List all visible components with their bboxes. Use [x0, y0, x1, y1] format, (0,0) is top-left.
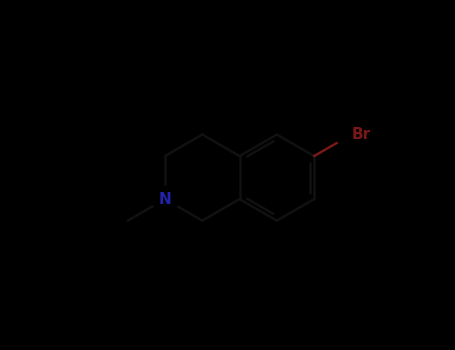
Text: Br: Br — [351, 127, 370, 142]
Point — [341, 132, 348, 137]
Point — [162, 196, 169, 202]
Text: N: N — [159, 191, 172, 206]
